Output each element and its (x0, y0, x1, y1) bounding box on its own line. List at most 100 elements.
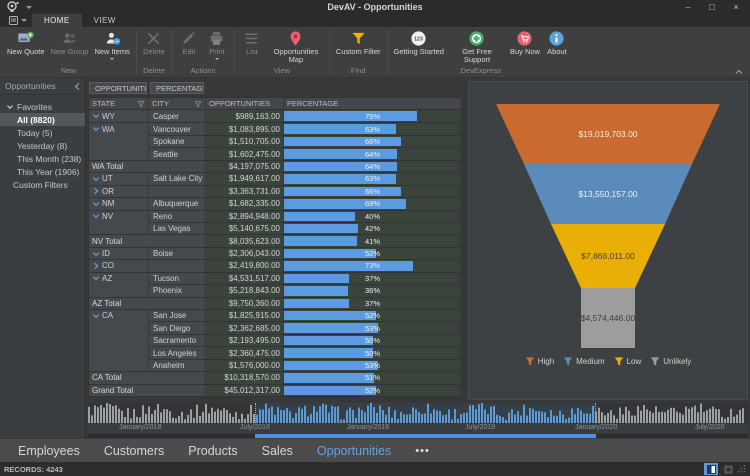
collapse-group-icon[interactable] (92, 312, 100, 320)
timeline-scrollbar[interactable] (88, 434, 748, 438)
city-cell[interactable]: Anaheim (149, 358, 206, 372)
city-cell[interactable] (149, 184, 206, 198)
total-cell[interactable]: NV Total (89, 234, 206, 247)
collapse-group-icon[interactable] (92, 250, 100, 258)
table-row[interactable]: WA Total $4,197,075.00 64% (89, 159, 461, 173)
state-cell[interactable]: OR (89, 184, 149, 198)
table-row[interactable]: CA San Jose $1,825,915.00 52% (89, 309, 461, 322)
state-cell[interactable]: NM (89, 197, 149, 210)
sidebar-item-yesterday-8-[interactable]: Yesterday (8) (17, 140, 68, 151)
nav-tab-opportunities[interactable]: Opportunities (316, 443, 392, 458)
percentage-cell[interactable]: 75% (284, 110, 461, 123)
total-cell[interactable]: CA Total (89, 371, 206, 384)
new-group-button[interactable]: New Group (48, 29, 92, 57)
opportunities-cell[interactable]: $2,193,495.00 (206, 333, 284, 347)
sidebar-collapse-icon[interactable] (74, 82, 80, 90)
new-items-button[interactable]: New Items (91, 29, 132, 63)
table-row[interactable]: San Diego $2,362,685.00 53% (89, 321, 461, 334)
city-cell[interactable]: Salt Lake City (149, 172, 206, 185)
nav-tab-sales[interactable]: Sales (261, 443, 293, 458)
table-row[interactable]: Las Vegas $5,140,675.00 42% (89, 221, 461, 235)
opportunities-cell[interactable]: $1,825,915.00 (206, 309, 284, 322)
city-cell[interactable]: Boise (149, 246, 206, 260)
filter-icon[interactable] (137, 100, 145, 108)
city-cell[interactable]: Las Vegas (149, 221, 206, 235)
table-row[interactable]: AZ Total $9,750,360.00 37% (89, 296, 461, 309)
column-header-percentage[interactable]: PERCENTAGE (284, 98, 461, 109)
total-cell[interactable]: AZ Total (89, 296, 206, 309)
opportunities-cell[interactable]: $1,510,705.00 (206, 134, 284, 148)
table-row[interactable]: Sacramento $2,193,495.00 50% (89, 333, 461, 347)
state-cell[interactable] (89, 221, 149, 235)
opportunities-cell[interactable]: $45,012,317.00 (206, 383, 284, 397)
opportunities-cell[interactable]: $2,360,475.00 (206, 346, 284, 359)
total-cell[interactable]: WA Total (89, 159, 206, 173)
opportunities-cell[interactable]: $1,682,335.00 (206, 197, 284, 210)
funnel-segment-medium[interactable] (524, 164, 692, 224)
edit-button[interactable]: Edit (175, 29, 203, 57)
band-tab-opportunities[interactable]: OPPORTUNITI... (89, 82, 147, 94)
percentage-cell[interactable]: 53% (284, 321, 461, 334)
opportunities-cell[interactable]: $3,363,731.00 (206, 184, 284, 198)
percentage-cell[interactable]: 50% (284, 346, 461, 359)
state-cell[interactable]: UT (89, 172, 149, 185)
state-cell[interactable] (89, 284, 149, 297)
legend-item-medium[interactable]: Medium (563, 356, 605, 367)
opportunities-cell[interactable]: $4,197,075.00 (206, 159, 284, 173)
timeline-sparkline[interactable] (88, 403, 748, 423)
nav-overflow-button[interactable]: ••• (415, 444, 430, 457)
percentage-cell[interactable]: 52% (284, 246, 461, 260)
percentage-cell[interactable]: 73% (284, 259, 461, 272)
get-free-support-button[interactable]: Get Free Support (447, 29, 507, 66)
table-row[interactable]: WA Vancouver $1,083,895.00 63% (89, 122, 461, 135)
sidebar-item-this-year-1906-[interactable]: This Year (1906) (17, 166, 80, 177)
column-header-city[interactable]: CITY (149, 98, 206, 109)
opportunities-cell[interactable]: $8,035,623.00 (206, 234, 284, 247)
city-cell[interactable]: Phoenix (149, 284, 206, 297)
grid-view-toggle[interactable] (704, 463, 718, 475)
timeline-scrollbar-thumb[interactable] (254, 434, 597, 438)
band-tab-percentage[interactable]: PERCENTAGE (150, 82, 204, 94)
nav-tab-products[interactable]: Products (188, 443, 238, 458)
state-cell[interactable]: AZ (89, 271, 149, 285)
city-cell[interactable]: Albuquerque (149, 197, 206, 210)
funnel-segment-unlikely[interactable] (581, 288, 635, 348)
resize-grip-icon[interactable] (738, 465, 746, 473)
maximize-icon[interactable]: □ (709, 2, 715, 12)
new-quote-button[interactable]: New Quote (4, 29, 48, 57)
city-cell[interactable]: San Diego (149, 321, 206, 334)
opportunities-cell[interactable]: $1,602,475.00 (206, 147, 284, 160)
table-row[interactable]: Seattle $1,602,475.00 64% (89, 147, 461, 160)
state-cell[interactable]: WY (89, 110, 149, 123)
percentage-cell[interactable]: 52% (284, 309, 461, 322)
table-row[interactable]: CO $2,419,800.00 73% (89, 259, 461, 272)
table-row[interactable]: NM Albuquerque $1,682,335.00 69% (89, 197, 461, 210)
list-button[interactable]: List (238, 29, 266, 57)
opportunities-cell[interactable]: $1,949,617.00 (206, 172, 284, 185)
state-cell[interactable]: CA (89, 309, 149, 322)
state-cell[interactable]: NV (89, 209, 149, 222)
ribbon-tab-view[interactable]: VIEW (93, 16, 116, 25)
expand-group-icon[interactable] (92, 187, 100, 195)
table-row[interactable]: WY Casper $989,163.00 75% (89, 110, 461, 123)
percentage-cell[interactable]: 64% (284, 159, 461, 173)
collapse-group-icon[interactable] (92, 200, 100, 208)
opportunities-cell[interactable]: $1,083,895.00 (206, 122, 284, 135)
sidebar-item-this-month-238-[interactable]: This Month (238) (17, 153, 82, 164)
nav-tab-employees[interactable]: Employees (18, 443, 80, 458)
percentage-cell[interactable]: 40% (284, 209, 461, 222)
state-cell[interactable] (89, 147, 149, 160)
percentage-cell[interactable]: 52% (284, 383, 461, 397)
funnel-segment-high[interactable] (496, 104, 720, 164)
table-row[interactable]: ID Boise $2,306,043.00 52% (89, 246, 461, 260)
percentage-cell[interactable]: 66% (284, 134, 461, 148)
percentage-cell[interactable]: 66% (284, 184, 461, 198)
buy-now-button[interactable]: Buy Now (507, 29, 543, 57)
state-cell[interactable] (89, 134, 149, 148)
opportunities-cell[interactable]: $2,362,685.00 (206, 321, 284, 334)
quick-access-dropdown-icon[interactable] (26, 6, 32, 12)
opportunities-cell[interactable]: $2,419,800.00 (206, 259, 284, 272)
percentage-cell[interactable]: 37% (284, 296, 461, 309)
expand-group-icon[interactable] (92, 262, 100, 270)
ribbon-tab-home[interactable]: HOME (32, 14, 82, 27)
